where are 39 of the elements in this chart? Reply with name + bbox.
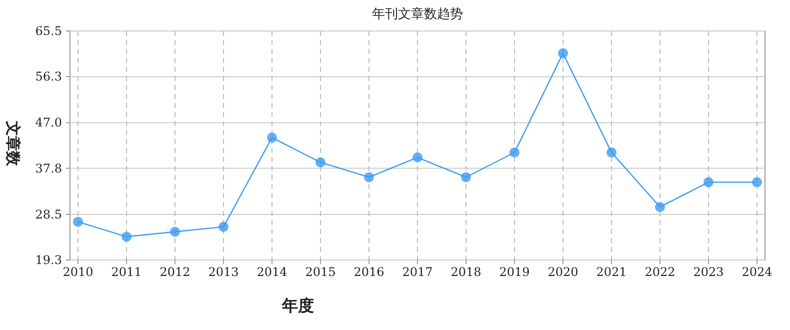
x-tick-label: 2015 (305, 265, 336, 279)
chart-title: 年刊文章数趋势 (372, 7, 463, 22)
point (558, 48, 568, 58)
point (218, 222, 228, 232)
x-tick-label: 2010 (62, 265, 94, 279)
x-tick-label: 2020 (548, 265, 578, 279)
y-axis-title: 文章数 (4, 120, 22, 167)
x-tick-label: 2014 (256, 265, 288, 279)
point (752, 177, 762, 188)
x-tick-label: 2018 (450, 265, 482, 279)
x-tick-label: 2021 (596, 265, 627, 279)
point (316, 157, 326, 168)
point (267, 132, 277, 143)
point (655, 202, 665, 212)
point (364, 172, 374, 182)
point (73, 216, 83, 227)
y-tick-label: 65.5 (35, 24, 62, 38)
x-tick-label: 2023 (693, 265, 724, 279)
y-tick-label: 37.8 (35, 161, 62, 176)
x-tick-label: 2022 (644, 265, 676, 279)
x-tick-label: 2013 (208, 265, 239, 279)
x-axis-title: 年度 (281, 296, 314, 315)
point (122, 232, 132, 242)
x-tick-label: 2012 (160, 265, 190, 279)
x-tick-label: 2016 (354, 265, 384, 279)
x-tick-label: 2019 (499, 265, 530, 279)
x-tick-label: 2017 (402, 265, 433, 279)
point (606, 147, 616, 158)
point (510, 147, 520, 158)
y-tick-label: 47.0 (35, 116, 62, 130)
point (461, 172, 471, 182)
y-tick-label: 19.3 (35, 253, 62, 267)
point (704, 177, 714, 188)
x-tick-label: 2011 (111, 265, 142, 279)
x-tick-label: 2024 (742, 265, 773, 279)
y-tick-label: 28.5 (35, 207, 62, 222)
y-tick-label: 56.3 (35, 70, 62, 84)
point (170, 226, 180, 237)
point (412, 152, 422, 162)
